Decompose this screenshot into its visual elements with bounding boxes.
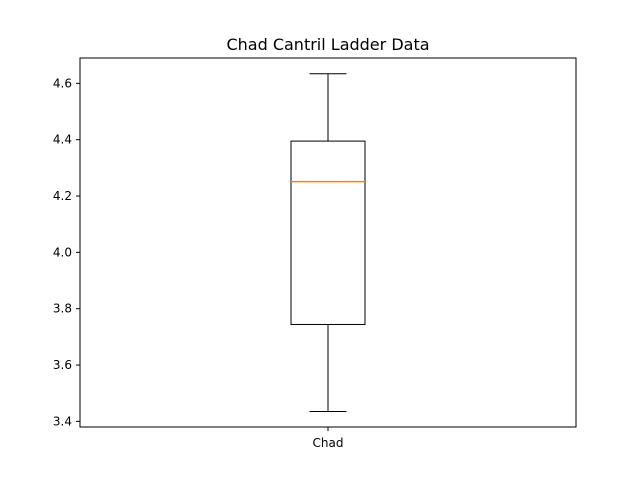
y-tick-label: 3.8	[53, 302, 72, 316]
y-tick-label: 4.2	[53, 189, 72, 203]
y-tick-label: 4.4	[53, 133, 72, 147]
y-tick-label: 3.4	[53, 414, 72, 428]
y-tick-label: 4.6	[53, 76, 72, 90]
y-tick-label: 3.6	[53, 358, 72, 372]
x-tick-label: Chad	[313, 436, 344, 450]
interquartile-box	[290, 140, 366, 325]
plot-frame	[79, 57, 577, 428]
chart-title: Chad Cantril Ladder Data	[226, 35, 429, 54]
y-tick-label: 4.0	[53, 245, 72, 259]
